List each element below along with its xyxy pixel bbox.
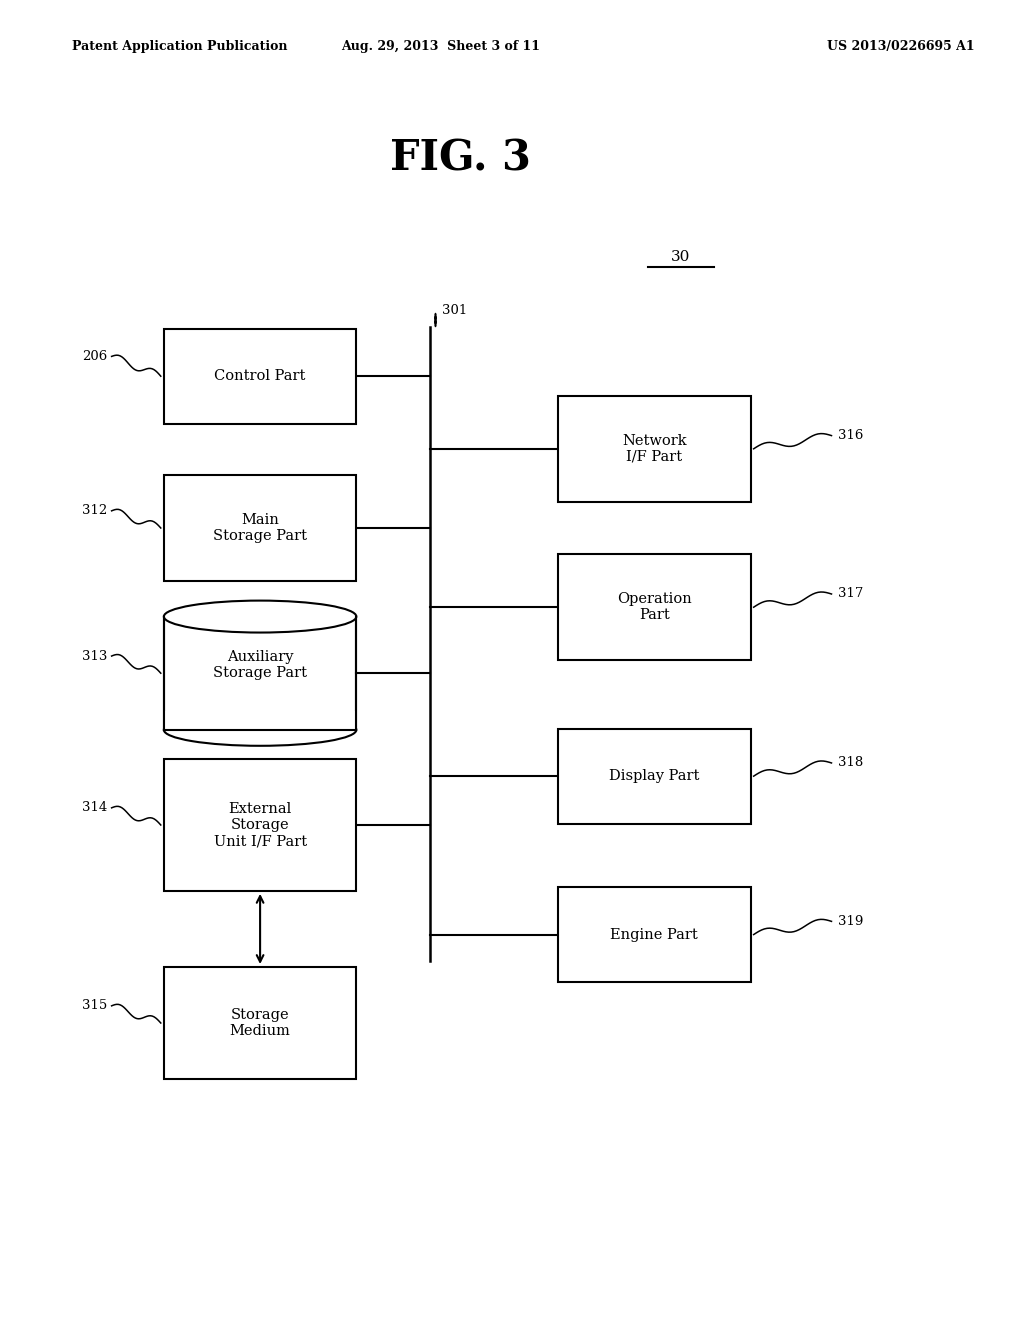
- FancyBboxPatch shape: [164, 711, 356, 730]
- Text: 301: 301: [442, 304, 468, 317]
- Text: Main
Storage Part: Main Storage Part: [213, 513, 307, 543]
- Text: 314: 314: [82, 801, 108, 814]
- Text: Network
I/F Part: Network I/F Part: [622, 434, 687, 463]
- FancyBboxPatch shape: [558, 554, 751, 660]
- Text: Auxiliary
Storage Part: Auxiliary Storage Part: [213, 651, 307, 680]
- FancyBboxPatch shape: [164, 759, 356, 891]
- Text: Display Part: Display Part: [609, 770, 699, 783]
- Text: Patent Application Publication: Patent Application Publication: [72, 40, 287, 53]
- Text: 315: 315: [82, 999, 108, 1012]
- Text: Control Part: Control Part: [214, 370, 306, 383]
- Text: 313: 313: [82, 649, 108, 663]
- Ellipse shape: [164, 601, 356, 632]
- Text: 319: 319: [838, 915, 863, 928]
- FancyBboxPatch shape: [558, 396, 751, 502]
- Text: FIG. 3: FIG. 3: [390, 137, 531, 180]
- FancyBboxPatch shape: [164, 329, 356, 424]
- FancyBboxPatch shape: [164, 966, 356, 1080]
- Text: External
Storage
Unit I/F Part: External Storage Unit I/F Part: [214, 801, 306, 849]
- Text: 206: 206: [82, 350, 108, 363]
- Text: Operation
Part: Operation Part: [617, 593, 691, 622]
- Text: 312: 312: [82, 504, 108, 517]
- Text: 318: 318: [838, 756, 863, 770]
- Ellipse shape: [164, 714, 356, 746]
- Text: 316: 316: [838, 429, 863, 442]
- Text: 30: 30: [672, 249, 690, 264]
- Text: Storage
Medium: Storage Medium: [229, 1008, 291, 1038]
- FancyBboxPatch shape: [558, 729, 751, 824]
- Text: US 2013/0226695 A1: US 2013/0226695 A1: [827, 40, 975, 53]
- Text: Aug. 29, 2013  Sheet 3 of 11: Aug. 29, 2013 Sheet 3 of 11: [341, 40, 540, 53]
- Text: 317: 317: [838, 587, 863, 601]
- Text: Engine Part: Engine Part: [610, 928, 698, 941]
- FancyBboxPatch shape: [164, 475, 356, 581]
- FancyBboxPatch shape: [558, 887, 751, 982]
